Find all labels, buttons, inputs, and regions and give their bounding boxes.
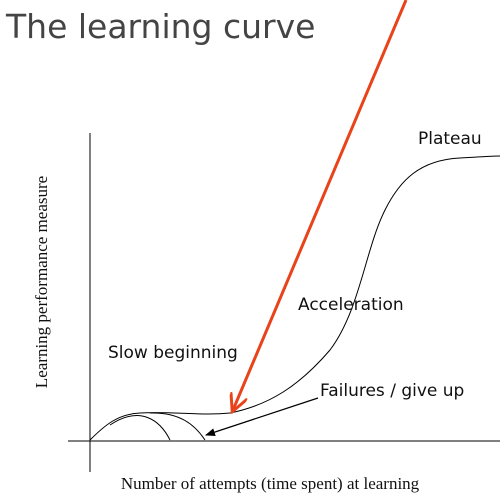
failure-arrow xyxy=(205,397,319,436)
annotation: Acceleration xyxy=(298,295,404,315)
annotation: Plateau xyxy=(418,129,482,149)
x-axis-label: Number of attempts (time spent) at learn… xyxy=(121,474,420,493)
failure-curve xyxy=(109,415,171,441)
highlight-arrow xyxy=(233,0,408,410)
failure-curve xyxy=(149,412,206,441)
y-axis-label: Learning performance measure xyxy=(32,176,51,388)
annotation: Failures / give up xyxy=(320,381,464,401)
annotation: Slow beginning xyxy=(108,343,238,363)
title: The learning curve xyxy=(5,7,315,46)
